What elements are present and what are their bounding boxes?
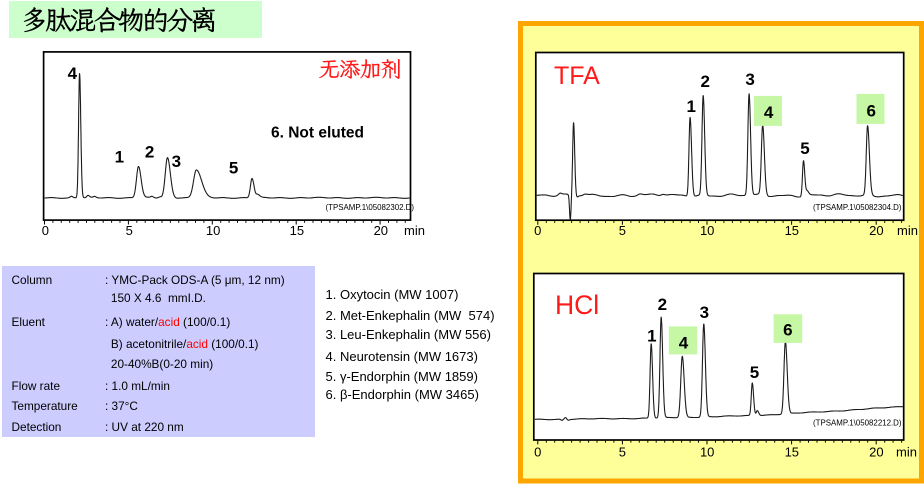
svg-text:min: min — [896, 445, 917, 460]
svg-text:HCl: HCl — [555, 290, 599, 320]
svg-text:20: 20 — [869, 445, 883, 460]
svg-text:min: min — [404, 223, 425, 238]
svg-text:6. Not eluted: 6. Not eluted — [271, 125, 364, 142]
svg-text:10: 10 — [700, 445, 714, 460]
svg-text:3: 3 — [745, 70, 754, 89]
svg-text:min: min — [897, 223, 918, 238]
svg-text:10: 10 — [700, 223, 714, 238]
svg-text:5: 5 — [126, 223, 133, 238]
svg-text:1: 1 — [686, 97, 695, 116]
svg-text:4: 4 — [764, 103, 774, 122]
svg-text:5: 5 — [229, 158, 238, 177]
svg-text:1: 1 — [115, 147, 124, 166]
svg-text:15: 15 — [785, 223, 799, 238]
svg-text:10: 10 — [206, 223, 220, 238]
svg-text:3: 3 — [172, 152, 181, 171]
svg-text:2: 2 — [700, 72, 709, 91]
svg-text:5: 5 — [619, 223, 626, 238]
svg-text:5: 5 — [619, 445, 626, 460]
svg-text:15: 15 — [290, 223, 304, 238]
svg-text:TFA: TFA — [554, 62, 600, 90]
svg-text:2: 2 — [658, 295, 667, 314]
svg-text:4: 4 — [679, 334, 689, 353]
svg-text:5: 5 — [750, 363, 759, 382]
svg-text:20: 20 — [374, 223, 388, 238]
svg-text:(TPSAMP.1\05082304.D): (TPSAMP.1\05082304.D) — [813, 203, 902, 212]
svg-text:0: 0 — [534, 223, 541, 238]
svg-text:15: 15 — [785, 445, 799, 460]
svg-text:2: 2 — [145, 142, 154, 161]
svg-text:1: 1 — [647, 327, 656, 346]
svg-text:0: 0 — [534, 445, 541, 460]
svg-text:(TPSAMP.1\05082302.D): (TPSAMP.1\05082302.D) — [326, 203, 415, 212]
svg-text:(TPSAMP.1\05082212.D): (TPSAMP.1\05082212.D) — [813, 418, 902, 427]
svg-text:6: 6 — [866, 101, 875, 120]
svg-text:3: 3 — [700, 303, 709, 322]
svg-text:0: 0 — [42, 223, 49, 238]
svg-text:4: 4 — [68, 64, 78, 83]
svg-text:5: 5 — [800, 139, 809, 158]
svg-text:6: 6 — [783, 320, 792, 339]
svg-text:20: 20 — [869, 223, 883, 238]
